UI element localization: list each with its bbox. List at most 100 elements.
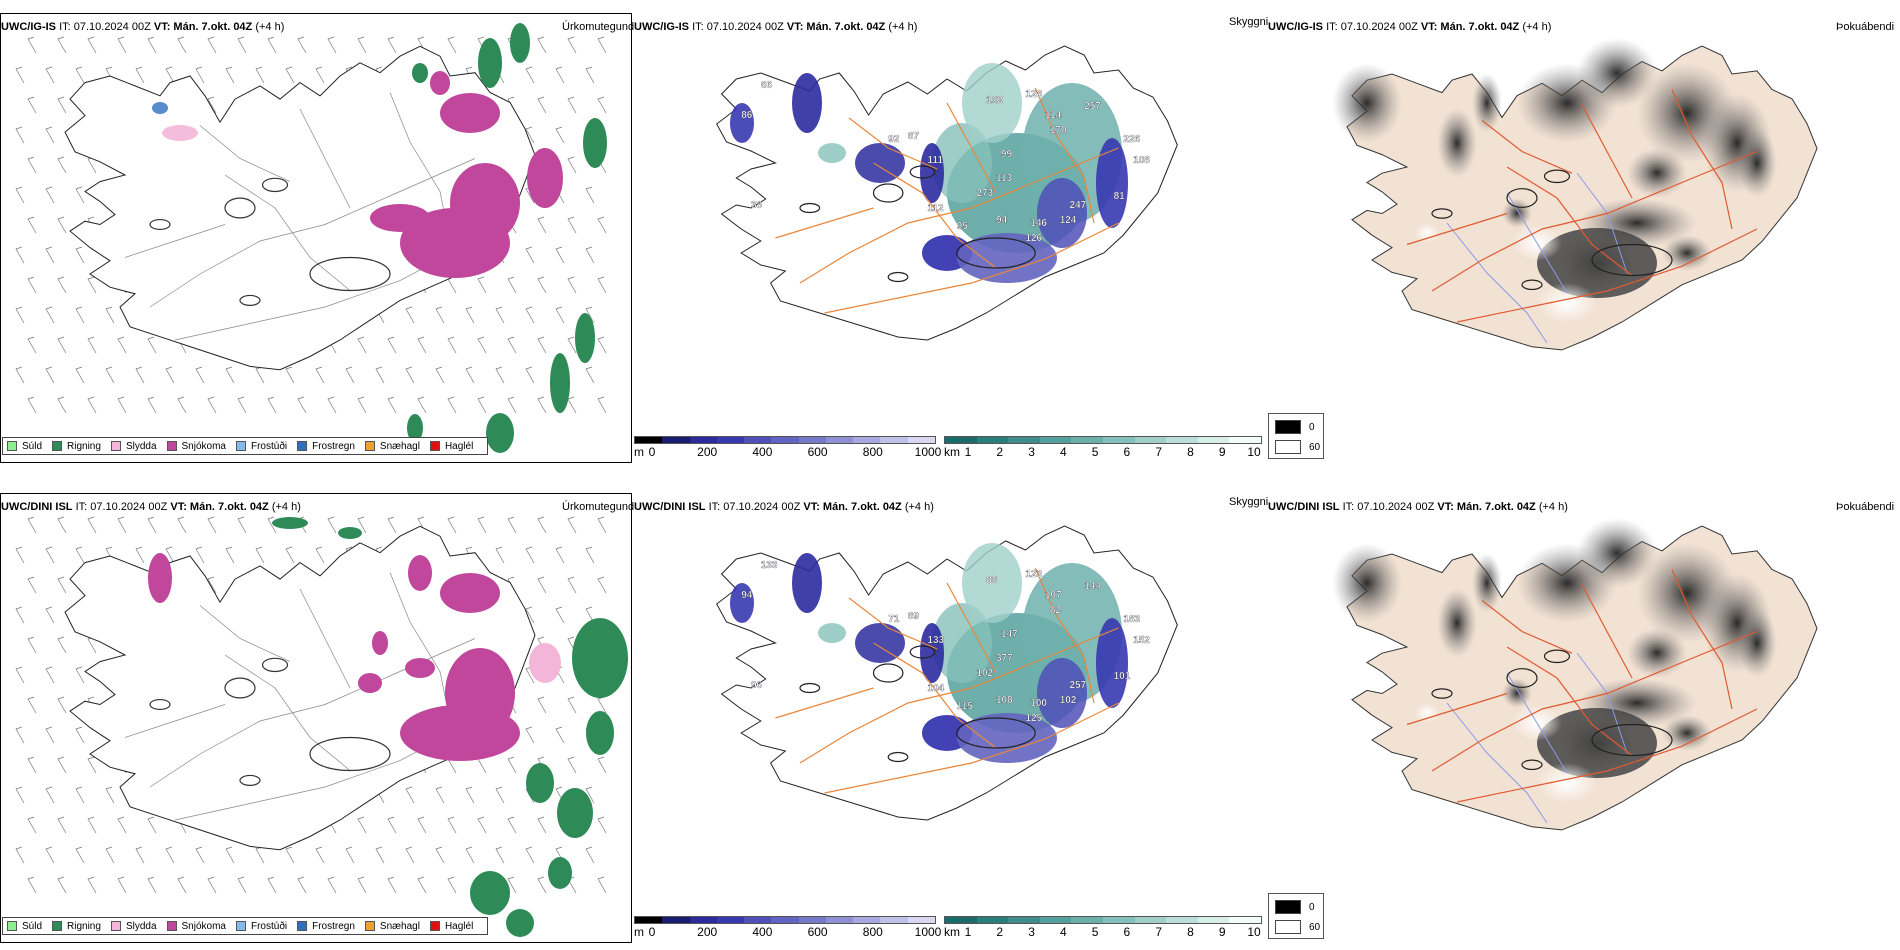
wind-barb bbox=[117, 516, 127, 534]
colorbar-cell bbox=[771, 917, 799, 923]
wind-barb bbox=[135, 66, 145, 84]
cloud-base-label: 86 bbox=[741, 110, 753, 121]
lead-time: (+4 h) bbox=[1538, 501, 1568, 513]
wind-barb bbox=[585, 786, 595, 804]
wind-barb bbox=[57, 696, 67, 714]
weather-area bbox=[557, 788, 593, 838]
cloud-base-label: 94 bbox=[996, 215, 1008, 226]
colorbar-cell bbox=[1134, 437, 1167, 443]
road-line bbox=[848, 597, 938, 650]
wind-barb bbox=[447, 36, 457, 54]
colorbar-cell bbox=[744, 917, 772, 923]
valid-time: VT: Mán. 7.okt. 04Z bbox=[1420, 21, 1520, 33]
road-line bbox=[299, 588, 351, 689]
wind-barb bbox=[267, 396, 277, 414]
wind-barb bbox=[375, 366, 385, 384]
wind-barb bbox=[525, 366, 535, 384]
cloud-base-label: 273 bbox=[976, 188, 993, 199]
river-line bbox=[1446, 702, 1548, 824]
wind-barb bbox=[195, 846, 205, 864]
wind-barb bbox=[207, 876, 217, 894]
weather-area bbox=[372, 631, 388, 655]
colorbar-tick: 200 bbox=[697, 925, 718, 939]
wind-barb bbox=[525, 126, 535, 144]
wind-barb bbox=[57, 276, 67, 294]
weather-area bbox=[152, 102, 168, 114]
weather-area bbox=[962, 543, 1022, 623]
weather-area bbox=[550, 353, 570, 413]
row2-visibility-right-title: Skyggni bbox=[1229, 496, 1269, 508]
legend-swatch bbox=[235, 441, 246, 451]
wind-barb bbox=[315, 366, 325, 384]
wind-barb bbox=[387, 396, 397, 414]
colorbar-cell bbox=[976, 917, 1009, 923]
wind-barb bbox=[447, 396, 457, 414]
legend-item: Haglél bbox=[429, 921, 473, 932]
fog-patch bbox=[1537, 228, 1657, 298]
wind-barb bbox=[117, 396, 127, 414]
colorbar-tick: 1000 bbox=[914, 445, 942, 459]
wind-barb bbox=[477, 816, 487, 834]
colorbar-cell bbox=[635, 917, 663, 923]
glacier-outline bbox=[224, 197, 256, 219]
fog-patch bbox=[1737, 608, 1777, 678]
wind-barb bbox=[357, 396, 367, 414]
wind-barb bbox=[507, 816, 517, 834]
fog-patch bbox=[1437, 588, 1477, 658]
weather-area bbox=[962, 63, 1022, 143]
legend-item: Súld bbox=[7, 921, 42, 932]
cloud-base-label: 38 bbox=[751, 200, 763, 211]
wind-barb bbox=[585, 306, 595, 324]
legend-swatch bbox=[52, 921, 63, 931]
wind-barb bbox=[195, 66, 205, 84]
wind-barb bbox=[405, 846, 415, 864]
glacier-outline bbox=[909, 645, 936, 659]
colorbar-cell bbox=[662, 437, 690, 443]
wind-barb bbox=[537, 396, 547, 414]
fog-map-1 bbox=[1332, 38, 1818, 351]
wind-barb bbox=[75, 846, 85, 864]
wind-barb bbox=[507, 876, 517, 894]
glacier-outline bbox=[956, 717, 1036, 749]
fog-fields bbox=[1332, 518, 1777, 803]
road-line bbox=[873, 162, 997, 269]
lead-time: (+4 h) bbox=[888, 21, 918, 33]
fog-patch bbox=[1737, 128, 1777, 198]
valid-time: VT: Mán. 7.okt. 04Z bbox=[786, 21, 886, 33]
wind-barb bbox=[285, 546, 295, 564]
fog-legend-swatch bbox=[1275, 440, 1301, 454]
cloud-base-label: 108 bbox=[1133, 155, 1150, 166]
wind-barb bbox=[537, 216, 547, 234]
cloud-base-label: 226 bbox=[1123, 134, 1140, 145]
row1-fog-title: UWC/IG-IS IT: 07.10.2024 00Z VT: Mán. 7.… bbox=[1268, 21, 1551, 34]
wind-barb bbox=[285, 66, 295, 84]
wind-barb bbox=[495, 306, 505, 324]
wind-barb bbox=[45, 666, 55, 684]
model-name: UWC/IG-IS bbox=[1268, 21, 1323, 33]
wind-barb bbox=[117, 36, 127, 54]
wind-barb bbox=[15, 366, 25, 384]
wind-barb bbox=[465, 366, 475, 384]
ceiling-colorbar: m 0 200 400 600 800 1000 bbox=[634, 916, 941, 939]
wind-barb bbox=[15, 546, 25, 564]
wind-barb bbox=[45, 726, 55, 744]
wind-barb bbox=[357, 36, 367, 54]
colorbar-tick: 0 bbox=[648, 445, 656, 459]
legend-swatch bbox=[364, 921, 375, 931]
river-line bbox=[1506, 672, 1568, 774]
cloud-base-label: 101 bbox=[1114, 671, 1131, 682]
cloud-base-label: 112 bbox=[927, 203, 944, 214]
colorbar-tick: 4 bbox=[1059, 925, 1067, 939]
weather-area bbox=[470, 871, 510, 915]
colorbar-unit: km bbox=[944, 445, 960, 459]
weather-area bbox=[792, 553, 822, 613]
road-line bbox=[1034, 567, 1095, 704]
model-name: UWC/IG-IS bbox=[1, 21, 56, 33]
wind-barb bbox=[357, 516, 367, 534]
road-line bbox=[848, 117, 938, 170]
wind-barb bbox=[297, 36, 307, 54]
colorbar-cell bbox=[1229, 917, 1261, 923]
ceiling-colorbar: m 0 200 400 600 800 1000 bbox=[634, 436, 941, 459]
colorbar-cell bbox=[825, 917, 854, 923]
legend-swatch bbox=[429, 441, 440, 451]
